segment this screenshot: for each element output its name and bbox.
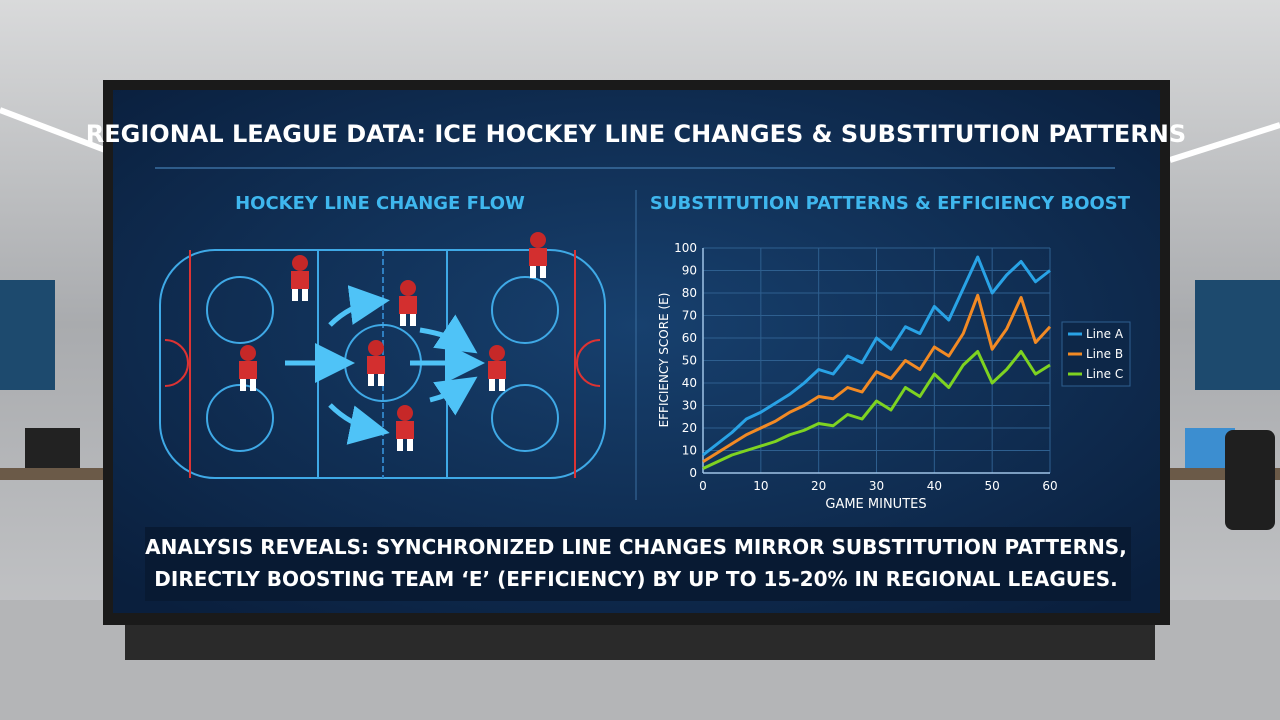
x-tick-label: 20 [811,479,826,493]
data-line [702,255,1051,457]
y-tick-label: 60 [682,331,697,345]
x-tick-label: 60 [1042,479,1057,493]
legend-label: Line A [1086,327,1124,341]
y-tick-label: 10 [682,444,697,458]
y-tick-label: 40 [682,376,697,390]
page-title: REGIONAL LEAGUE DATA: ICE HOCKEY LINE CH… [86,120,1186,148]
x-tick-label: 30 [869,479,884,493]
left-panel-title: HOCKEY LINE CHANGE FLOW [235,193,525,214]
chart-title: SUBSTITUTION PATTERNS & EFFICIENCY BOOST [650,193,1131,214]
data-line [702,293,1052,464]
x-tick-label: 0 [699,479,707,493]
x-tick-label: 50 [985,479,1000,493]
ceiling-light [0,107,107,153]
side-screen [0,280,55,390]
ceiling-light [1169,122,1280,163]
x-tick-label: 40 [927,479,942,493]
footer-box [145,527,1131,601]
players [239,232,547,451]
chart: 0 10 20 30 40 50 60 70 80 90 100 0 10 20 30 40 50 60 Line … [674,241,1131,493]
y-tick-label: 0 [689,466,697,480]
data-line [702,350,1051,470]
legend-label: Line B [1086,347,1123,361]
laptop [25,428,80,468]
legend-label: Line C [1086,367,1123,381]
x-tick-label: 10 [753,479,768,493]
y-tick-label: 70 [682,309,697,323]
y-tick-label: 50 [682,354,697,368]
side-screen [1195,280,1280,390]
desk [0,468,105,480]
y-tick-label: 20 [682,421,697,435]
y-tick-label: 80 [682,286,697,300]
x-axis-label: GAME MINUTES [825,497,926,512]
y-axis-label: EFFICIENCY SCORE (E) [657,293,671,428]
y-tick-label: 90 [682,264,697,278]
footer-line: ANALYSIS REVEALS: SYNCHRONIZED LINE CHAN… [145,535,1127,559]
chair [1225,430,1275,530]
y-tick-label: 100 [674,241,697,255]
flow-arrows [285,285,485,445]
y-tick-label: 30 [682,399,697,413]
footer-line: DIRECTLY BOOSTING TEAM ‘E’ (EFFICIENCY) … [154,567,1117,591]
